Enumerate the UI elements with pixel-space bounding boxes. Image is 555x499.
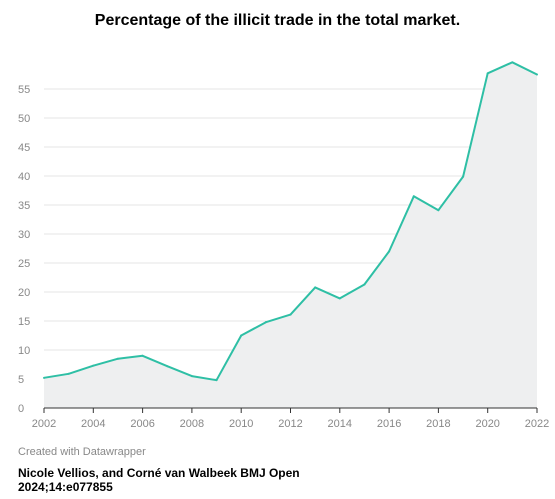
data-point-2006 bbox=[141, 354, 144, 357]
data-point-2015 bbox=[363, 283, 366, 286]
data-point-2022 bbox=[536, 73, 538, 76]
data-point-2004 bbox=[92, 364, 95, 367]
data-point-2021 bbox=[511, 61, 514, 64]
x-tick-label: 2004 bbox=[81, 418, 105, 430]
x-tick-label: 2012 bbox=[278, 418, 302, 430]
y-tick-label: 5 bbox=[18, 374, 24, 386]
x-axis-labels: 2002 2004 2006 2008 2010 2012 2014 2016 2018 2020… bbox=[32, 418, 549, 430]
x-tick-label: 2022 bbox=[525, 418, 549, 430]
data-point-2007 bbox=[166, 365, 169, 368]
data-point-2011 bbox=[264, 321, 267, 324]
y-tick-label: 20 bbox=[18, 287, 30, 299]
chart-title: Percentage of the illicit trade in the t… bbox=[94, 12, 461, 29]
y-tick-label: 35 bbox=[18, 200, 30, 212]
data-point-2017 bbox=[412, 195, 415, 198]
y-tick-label: 45 bbox=[18, 142, 30, 154]
x-tick-label: 2010 bbox=[229, 418, 253, 430]
data-point-2002 bbox=[43, 376, 45, 379]
x-tick-label: 2002 bbox=[32, 418, 56, 430]
data-point-2009 bbox=[215, 379, 218, 382]
data-point-2016 bbox=[388, 250, 391, 253]
x-tick-label: 2006 bbox=[130, 418, 154, 430]
y-tick-label: 15 bbox=[18, 316, 30, 328]
data-point-2005 bbox=[116, 357, 119, 360]
data-point-2012 bbox=[289, 313, 292, 316]
data-point-2014 bbox=[338, 297, 341, 300]
x-tick-label: 2008 bbox=[180, 418, 204, 430]
data-point-2013 bbox=[314, 286, 317, 289]
data-point-2008 bbox=[190, 375, 193, 378]
data-point-2003 bbox=[67, 372, 70, 375]
y-tick-label: 25 bbox=[18, 258, 30, 270]
x-tick-label: 2014 bbox=[328, 418, 352, 430]
y-tick-label: 30 bbox=[18, 229, 30, 241]
y-tick-label: 0 bbox=[18, 403, 24, 415]
x-tick-label: 2020 bbox=[475, 418, 499, 430]
data-point-2010 bbox=[240, 334, 243, 337]
source-citation: Nicole Vellios, and Corné van Walbeek BM… bbox=[18, 466, 300, 494]
data-point-2019 bbox=[462, 175, 465, 178]
x-axis bbox=[43, 407, 538, 413]
x-tick-label: 2016 bbox=[377, 418, 401, 430]
y-tick-label: 10 bbox=[18, 345, 30, 357]
y-axis-labels: 0 5 10 15 20 25 30 35 40 45 50 55 bbox=[18, 84, 30, 415]
y-tick-label: 50 bbox=[18, 113, 30, 125]
data-point-2018 bbox=[437, 209, 440, 212]
area-fill bbox=[44, 62, 537, 409]
data-point-2020 bbox=[486, 72, 489, 75]
y-tick-label: 40 bbox=[18, 171, 30, 183]
datawrapper-credit: Created with Datawrapper bbox=[18, 446, 146, 458]
x-tick-label: 2018 bbox=[426, 418, 450, 430]
area-layer bbox=[43, 61, 538, 409]
y-tick-label: 55 bbox=[18, 84, 30, 96]
